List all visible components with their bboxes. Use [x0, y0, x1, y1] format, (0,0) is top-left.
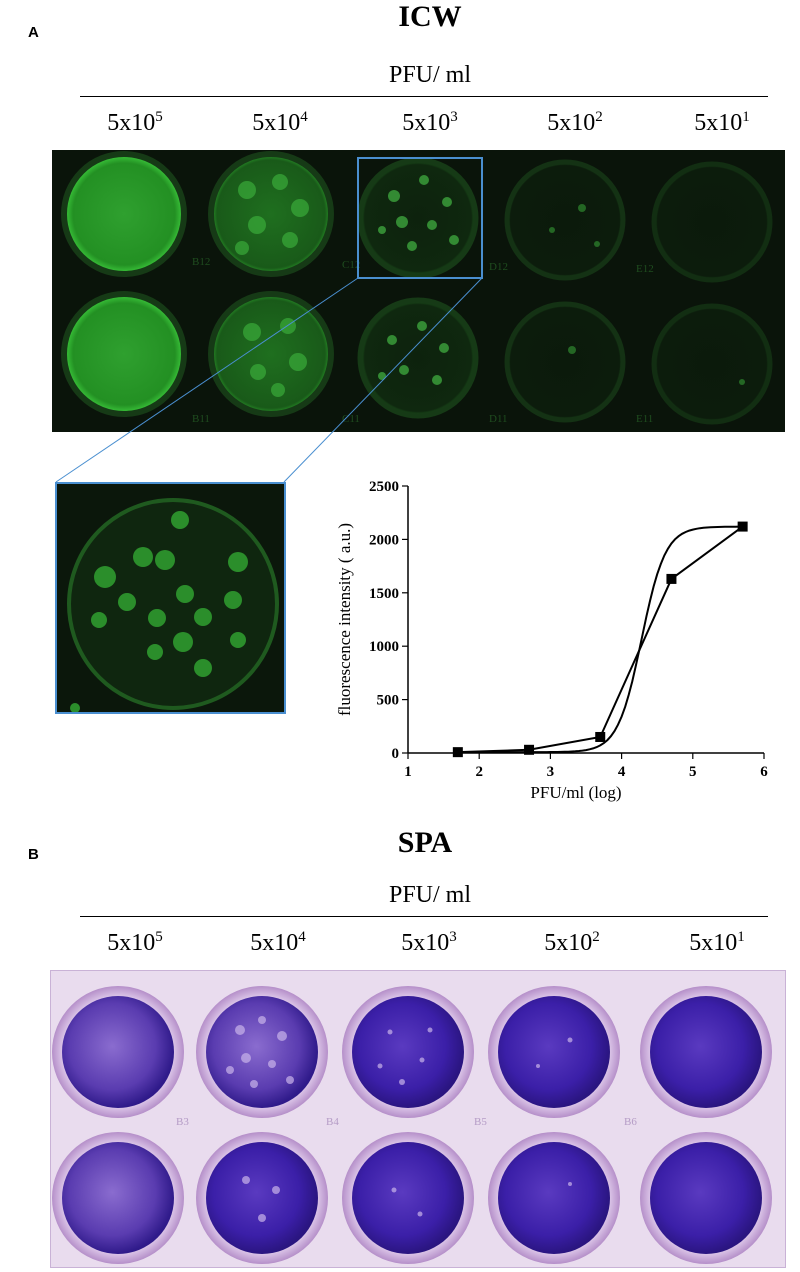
y-tick-label: 0 [392, 746, 400, 762]
zoomed-well-frame [55, 482, 286, 714]
well-label-d12: D12 [489, 261, 508, 273]
well-label-b11: B11 [192, 413, 210, 425]
y-tick-label: 2500 [369, 479, 399, 495]
zoomed-well-image [55, 482, 286, 714]
well-label-e11: E11 [636, 413, 653, 425]
panel-a-heading: ICW [398, 0, 462, 33]
x-axis-label: PFU/ml (log) [530, 783, 621, 802]
data-point-5 [737, 521, 748, 532]
well-label-b5: B5 [474, 1116, 487, 1128]
well-label-c12: C12 [342, 259, 360, 271]
x-tick-label: 2 [475, 764, 483, 780]
panel-b-letter: B [28, 846, 39, 863]
panel-b-conc-2: 5x104 [250, 929, 306, 957]
chart-series [452, 521, 748, 758]
panel-b-conc-5: 5x101 [689, 929, 745, 957]
panel-a-rule [80, 96, 768, 97]
panel-b-rule [80, 916, 768, 917]
well-label-d11: D11 [489, 413, 508, 425]
data-point-4 [666, 573, 677, 584]
panel-a-conc-2: 5x104 [252, 109, 308, 137]
well-label-c11: C11 [342, 413, 360, 425]
x-tick-label: 4 [618, 764, 626, 780]
data-point-2 [524, 744, 535, 755]
data-line [457, 525, 744, 754]
panel-b-conc-3: 5x103 [401, 929, 457, 957]
panel-a-conc-5: 5x101 [694, 109, 750, 137]
x-tick-label: 5 [689, 764, 697, 780]
x-tick-label: 6 [760, 764, 768, 780]
panel-b-unit-label: PFU/ ml [388, 882, 472, 908]
zoom-connector-lines [55, 277, 483, 483]
fluorescence-chart: 0 500 1000 1500 2000 2500 1 2 3 4 5 6 PFU/ml (log) fl… [335, 479, 768, 802]
well-label-b12: B12 [192, 256, 210, 268]
y-tick-label: 1000 [369, 639, 399, 655]
panel-a-conc-4: 5x102 [547, 109, 603, 137]
data-point-3 [595, 731, 606, 742]
x-tick-label: 1 [404, 764, 412, 780]
panel-a-conc-1: 5x105 [107, 109, 163, 137]
chart-axes: 0 500 1000 1500 2000 2500 1 2 3 4 5 6 PFU/ml (log) fl… [335, 479, 768, 802]
well-label-b4: B4 [326, 1116, 339, 1128]
panel-a-conc-3: 5x103 [402, 109, 458, 137]
panel-a-letter: A [28, 24, 39, 41]
fit-curve [457, 525, 743, 754]
panel-b-conc-1: 5x105 [107, 929, 163, 957]
well-label-e12: E12 [636, 263, 654, 275]
data-point-1 [452, 747, 463, 758]
well-label-b3: B3 [176, 1116, 189, 1128]
well-label-b6: B6 [624, 1116, 637, 1128]
x-tick-label: 3 [547, 764, 555, 780]
y-axis-label: fluorescence intensity ( a.u.) [335, 523, 354, 716]
icw-plate-image: B12 C12 D12 E12 B11 C11 D11 E11 [52, 150, 785, 432]
zoom-selection-box [357, 157, 483, 279]
y-tick-label: 1500 [369, 586, 399, 602]
panel-b-heading: SPA [397, 826, 453, 859]
panel-b-conc-4: 5x102 [544, 929, 600, 957]
panel-a-unit-label: PFU/ ml [388, 62, 472, 88]
y-tick-label: 2000 [369, 532, 399, 548]
y-tick-label: 500 [377, 693, 400, 709]
spa-plate-image: B3 B4 B5 B6 [50, 970, 786, 1268]
